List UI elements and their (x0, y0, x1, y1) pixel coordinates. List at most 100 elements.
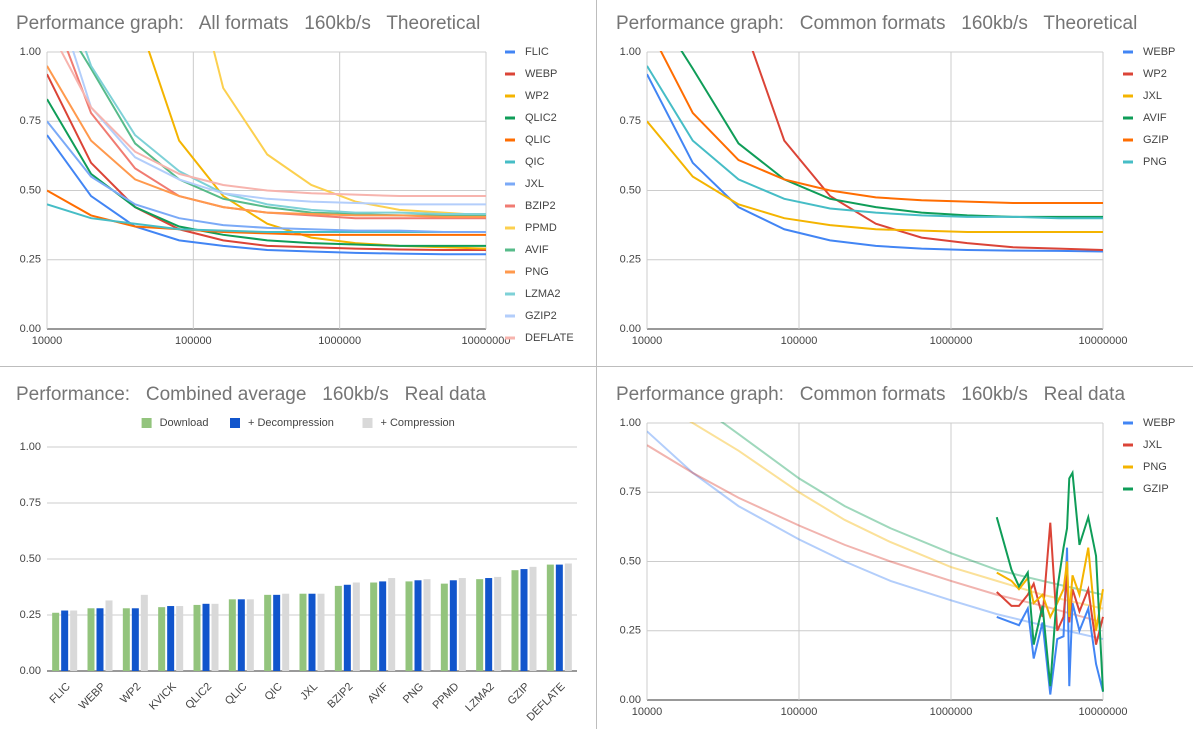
x-tick-label: 10000 (632, 706, 663, 718)
legend-label: WEBP (1143, 46, 1175, 58)
series-line (995, 469, 1104, 692)
legend-label: JXL (1143, 439, 1162, 451)
bar (264, 594, 272, 671)
series-line (996, 547, 1104, 695)
series-line (659, 51, 1103, 204)
bar (131, 608, 139, 671)
legend-label: BZIP2 (525, 200, 556, 212)
series-line (72, 51, 486, 206)
x-tick-label: JXL (298, 681, 320, 703)
bar (70, 610, 78, 671)
legend-label: + Compression (381, 417, 455, 429)
y-tick-label: 0.00 (20, 323, 41, 335)
x-tick-label: WP2 (118, 681, 143, 706)
y-tick-label: 1.00 (620, 417, 641, 429)
legend-label: GZIP (1143, 134, 1169, 146)
legend-swatch (141, 418, 152, 428)
bar (440, 583, 448, 671)
x-tick-label: FLIC (47, 681, 72, 706)
legend-label: JXL (1143, 90, 1162, 102)
x-tick-label: 10000000 (1079, 706, 1128, 718)
legend-label: JXL (525, 178, 544, 190)
x-tick-label: 1000000 (318, 335, 361, 347)
y-tick-label: 0.50 (20, 184, 41, 196)
legend-label: WP2 (525, 90, 549, 102)
bar (520, 569, 528, 671)
y-tick-label: 0.25 (620, 254, 641, 266)
chart-title: Performance graph: Common formats 160kb/… (616, 13, 1137, 34)
bar (511, 570, 519, 671)
y-tick-label: 0.75 (620, 115, 641, 127)
y-tick-label: 0.00 (620, 694, 641, 706)
legend-label: QLIC2 (525, 112, 557, 124)
bar (140, 594, 148, 671)
y-tick-label: 0.75 (20, 497, 41, 509)
bar (282, 593, 290, 671)
legend-label: WEBP (1143, 417, 1175, 429)
y-tick-label: 0.50 (20, 553, 41, 565)
series-line (689, 422, 1104, 610)
y-tick-label: 0.75 (620, 486, 641, 498)
plot-area (647, 51, 1104, 253)
legend-label: + Decompression (248, 417, 334, 429)
x-tick-label: WEBP (77, 681, 108, 712)
series-line (751, 51, 1104, 252)
bar (122, 608, 130, 671)
y-tick-label: 0.75 (20, 115, 41, 127)
bar (202, 603, 210, 671)
legend-label: WEBP (525, 68, 557, 80)
bar (193, 604, 201, 671)
y-tick-label: 0.00 (20, 665, 41, 677)
legend-label: AVIF (525, 244, 549, 256)
legend-label: WP2 (1143, 68, 1167, 80)
series-line (84, 51, 486, 216)
series-line (212, 51, 487, 217)
series-line (647, 444, 1104, 624)
bar (246, 599, 254, 671)
bar (52, 612, 60, 671)
chart-title: Performance: Combined average 160kb/s Re… (16, 384, 486, 405)
bar (96, 608, 104, 671)
bar (414, 580, 422, 671)
bar (529, 566, 537, 671)
series-line (996, 522, 1104, 645)
chart-title: Performance graph: Common formats 160kb/… (616, 384, 1125, 405)
bar (228, 599, 236, 671)
bar (176, 606, 184, 671)
bar (449, 580, 457, 671)
bar (273, 594, 281, 671)
x-tick-label: 1000000 (930, 706, 973, 718)
legend-label: QLIC (525, 134, 551, 146)
x-tick-label: 10000000 (462, 335, 511, 347)
bar (211, 603, 219, 671)
bar (476, 579, 484, 671)
x-tick-label: 10000 (632, 335, 663, 347)
legend-label: PNG (1143, 461, 1167, 473)
y-tick-label: 1.00 (20, 441, 41, 453)
series-line (47, 134, 486, 256)
legend-swatch (230, 418, 240, 428)
x-tick-label: QIC (263, 681, 285, 703)
legend-label: GZIP2 (525, 310, 557, 322)
series-line (647, 65, 1103, 220)
y-tick-label: 0.50 (620, 184, 641, 196)
x-tick-label: GZIP (506, 681, 533, 708)
y-tick-label: 0.25 (20, 254, 41, 266)
series-line (47, 73, 486, 252)
series-line (647, 73, 1104, 253)
plot-area (647, 422, 1104, 695)
y-tick-label: 0.50 (620, 555, 641, 567)
y-tick-label: 0.00 (620, 323, 641, 335)
bar (564, 563, 572, 671)
chart-title: Performance graph: All formats 160kb/s T… (16, 13, 480, 34)
bar (379, 581, 387, 671)
y-tick-label: 1.00 (620, 46, 641, 58)
legend-label: FLIC (525, 46, 549, 58)
bar (334, 585, 342, 671)
y-tick-label: 0.25 (20, 609, 41, 621)
y-tick-label: 1.00 (20, 46, 41, 58)
x-tick-label: QLIC2 (183, 681, 214, 712)
x-tick-label: BZIP2 (325, 681, 355, 711)
bar (494, 576, 502, 671)
